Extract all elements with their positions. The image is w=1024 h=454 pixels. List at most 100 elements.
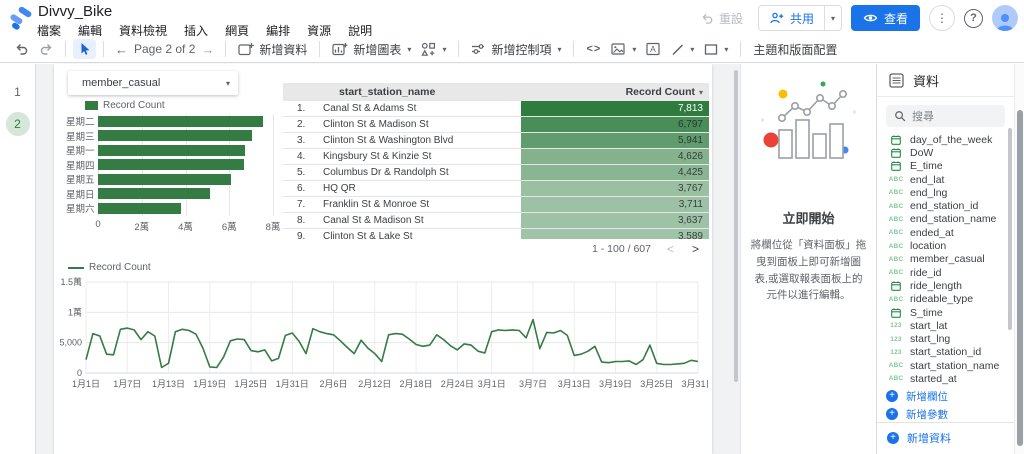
field-ride_id[interactable]: ABCride_id	[886, 266, 1014, 279]
bar[interactable]	[98, 188, 210, 199]
field-end_station_id[interactable]: ABCend_station_id	[886, 199, 1014, 212]
field-started_at[interactable]: ABCstarted_at	[886, 372, 1014, 385]
insert-shape-button[interactable]: ▾	[699, 40, 733, 59]
svg-text:1月25日: 1月25日	[235, 379, 268, 389]
field-name: rideable_type	[910, 293, 973, 305]
add-parameter-button[interactable]: + 新增參數	[886, 407, 1014, 422]
page-rail: 12	[0, 64, 36, 454]
time-series-legend: Record Count	[68, 262, 151, 273]
svg-text:1萬: 1萬	[68, 306, 82, 317]
page-thumb-2[interactable]: 2	[6, 112, 30, 136]
table-row-9[interactable]: 9.Clinton St & Lake St3,589	[283, 229, 709, 239]
image-icon	[611, 42, 626, 56]
view-button[interactable]: 查看	[851, 5, 920, 31]
field-DoW[interactable]: DoW	[886, 146, 1014, 159]
community-visualizations-button[interactable]: ▾	[416, 39, 451, 60]
field-start_station_name[interactable]: ABCstart_station_name	[886, 359, 1014, 372]
add-control-button[interactable]: 新增控制項 ▾	[466, 38, 566, 61]
field-end_lng[interactable]: ABCend_lng	[886, 186, 1014, 199]
field-start_lng[interactable]: 123start_lng	[886, 332, 1014, 345]
svg-text:5,000: 5,000	[59, 338, 82, 348]
table-pagination: 1 - 100 / 607 < >	[283, 239, 709, 259]
record-count-cell: 3,767	[521, 181, 709, 196]
window-scrollbar[interactable]	[1014, 64, 1024, 454]
share-dropdown-caret[interactable]: ▾	[824, 6, 841, 30]
insert-text-button[interactable]: A	[641, 39, 666, 59]
looker-studio-window: Divvy_Bike 檔案編輯資料檢視插入網頁編排資源說明 重設 共用 ▾	[0, 0, 1024, 454]
more-options-button[interactable]: ⋮	[929, 5, 955, 31]
select-tool-button[interactable]	[73, 39, 96, 59]
station-table[interactable]: start_station_name Record Count ▾ 1.Cana…	[283, 83, 709, 259]
record-count-cell: 4,425	[521, 165, 709, 180]
add-data-button[interactable]: 新增資料	[233, 38, 312, 61]
time-series-chart[interactable]: 05,0001萬1.5萬1月1日1月7日1月13日1月19日1月25日1月31日…	[58, 273, 708, 397]
field-name: day_of_the_week	[910, 134, 992, 146]
bar[interactable]	[98, 116, 263, 127]
report-page[interactable]: member_casual ▾ Record Count 星期二星期三星期一星期…	[54, 64, 712, 454]
field-member_casual[interactable]: ABCmember_casual	[886, 253, 1014, 266]
bar[interactable]	[98, 174, 231, 185]
next-page-button[interactable]: →	[197, 42, 218, 57]
field-search-input[interactable]: 搜尋	[886, 105, 1005, 127]
field-ride_length[interactable]: ride_length	[886, 279, 1014, 292]
text-field-icon: ABC	[886, 189, 906, 196]
top-bar: Divvy_Bike 檔案編輯資料檢視插入網頁編排資源說明 重設 共用 ▾	[0, 0, 1024, 36]
field-end_lat[interactable]: ABCend_lat	[886, 173, 1014, 186]
add-data-footer-button[interactable]: + 新增資料	[887, 430, 951, 446]
text-field-icon: ABC	[886, 269, 906, 276]
insert-image-button[interactable]: ▾	[606, 39, 641, 59]
theme-layout-button[interactable]: 主題和版面配置	[748, 38, 842, 61]
field-S_time[interactable]: S_time	[886, 306, 1014, 319]
field-E_time[interactable]: E_time	[886, 160, 1014, 173]
insert-line-button[interactable]: ▾	[666, 40, 699, 59]
row-index: 2.	[283, 117, 323, 132]
window-scrollbar-thumb[interactable]	[1017, 110, 1023, 446]
help-button[interactable]: ?	[964, 9, 983, 28]
bar[interactable]	[98, 159, 244, 170]
column-header-station[interactable]: start_station_name	[339, 86, 626, 98]
looker-studio-logo-icon[interactable]	[9, 7, 33, 31]
field-start_station_id[interactable]: 123start_station_id	[886, 346, 1014, 359]
field-location[interactable]: ABClocation	[886, 239, 1014, 252]
pagination-prev-icon[interactable]: <	[665, 242, 676, 256]
table-row-3[interactable]: 3.Clinton St & Washington Blvd5,941	[283, 133, 709, 149]
table-row-1[interactable]: 1.Canal St & Adams St7,813	[283, 101, 709, 117]
bar-row-0: 星期二	[98, 114, 273, 129]
text-field-icon: ABC	[886, 243, 906, 250]
table-row-4[interactable]: 4.Kingsbury St & Kinzie St4,626	[283, 149, 709, 165]
field-end_station_name[interactable]: ABCend_station_name	[886, 213, 1014, 226]
table-row-2[interactable]: 2.Clinton St & Madison St6,797	[283, 117, 709, 133]
field-list-scrollbar[interactable]	[1008, 128, 1012, 330]
undo-button[interactable]	[10, 39, 34, 59]
column-header-count[interactable]: Record Count ▾	[626, 86, 709, 98]
field-start_lat[interactable]: 123start_lat	[886, 319, 1014, 332]
field-day_of_the_week[interactable]: day_of_the_week	[886, 133, 1014, 146]
field-rideable_type[interactable]: ABC rideable_type	[886, 293, 1014, 306]
prev-page-button[interactable]: ←	[111, 42, 132, 57]
bar[interactable]	[98, 130, 252, 141]
bar[interactable]	[98, 203, 181, 214]
bar[interactable]	[98, 145, 245, 156]
report-title[interactable]: Divvy_Bike	[38, 3, 112, 20]
pagination-next-icon[interactable]: >	[690, 242, 701, 256]
table-row-8[interactable]: 8.Canal St & Madison St3,637	[283, 213, 709, 229]
row-index: 6.	[283, 181, 323, 196]
page-thumb-1[interactable]: 1	[6, 80, 30, 104]
filter-control-member-casual[interactable]: member_casual ▾	[68, 71, 238, 95]
share-button[interactable]: 共用	[759, 10, 824, 27]
table-row-6[interactable]: 6.HQ QR3,767	[283, 181, 709, 197]
table-row-7[interactable]: 7.Franklin St & Monroe St3,711	[283, 197, 709, 213]
bar-chart-legend: Record Count	[85, 100, 165, 111]
reset-button[interactable]: 重設	[695, 10, 749, 27]
add-field-button[interactable]: + 新增欄位	[886, 389, 1014, 404]
add-chart-button[interactable]: 新增圖表 ▾	[327, 38, 416, 61]
bar-chart[interactable]: 星期二星期三星期一星期四星期五星期日星期六 02萬4萬6萬8萬	[68, 114, 288, 231]
embed-url-button[interactable]: <>	[581, 40, 606, 58]
text-field-icon: ABC	[886, 296, 906, 303]
record-count-cell: 7,813	[521, 101, 709, 116]
field-ended_at[interactable]: ABCended_at	[886, 226, 1014, 239]
table-row-5[interactable]: 5.Columbus Dr & Randolph St4,425	[283, 165, 709, 181]
avatar[interactable]	[992, 5, 1018, 31]
canvas-scrollbar[interactable]	[734, 70, 738, 382]
redo-button[interactable]	[34, 39, 58, 59]
